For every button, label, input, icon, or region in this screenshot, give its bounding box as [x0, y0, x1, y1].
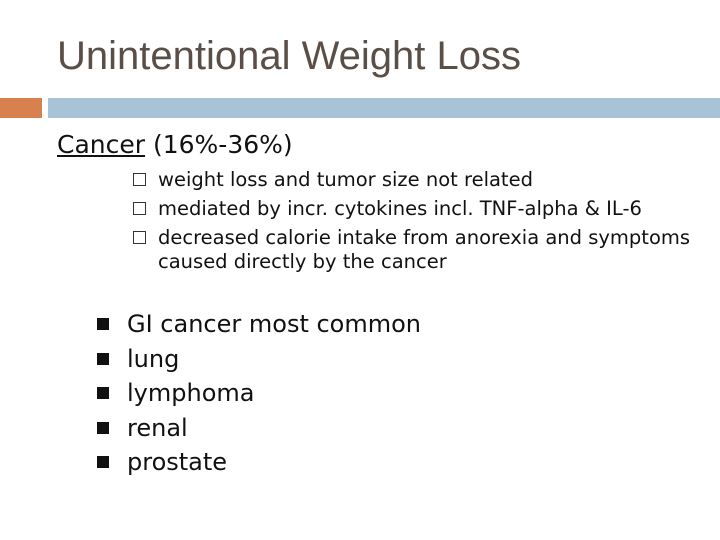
bullet: prostate [96, 445, 421, 480]
bullet: lymphoma [96, 376, 421, 411]
bullet-list: GI cancer most common lung lymphoma renal pr… [96, 307, 421, 480]
bullet: lung [96, 342, 421, 377]
heading: Cancer (16%-36%) [57, 130, 293, 159]
bullet: renal [96, 411, 421, 446]
accent-bar [0, 98, 42, 118]
sub-bullet: decreased calorie intake from anorexia a… [131, 226, 701, 274]
sub-bullet: mediated by incr. cytokines incl. TNF-al… [131, 197, 701, 221]
bullet: GI cancer most common [96, 307, 421, 342]
heading-term: Cancer [57, 130, 146, 159]
heading-range: (16%-36%) [152, 130, 293, 159]
accent-bar [48, 98, 720, 118]
sub-bullet-list: weight loss and tumor size not related me… [131, 168, 701, 279]
sub-bullet: weight loss and tumor size not related [131, 168, 701, 192]
title: Unintentional Weight Loss [57, 34, 521, 78]
